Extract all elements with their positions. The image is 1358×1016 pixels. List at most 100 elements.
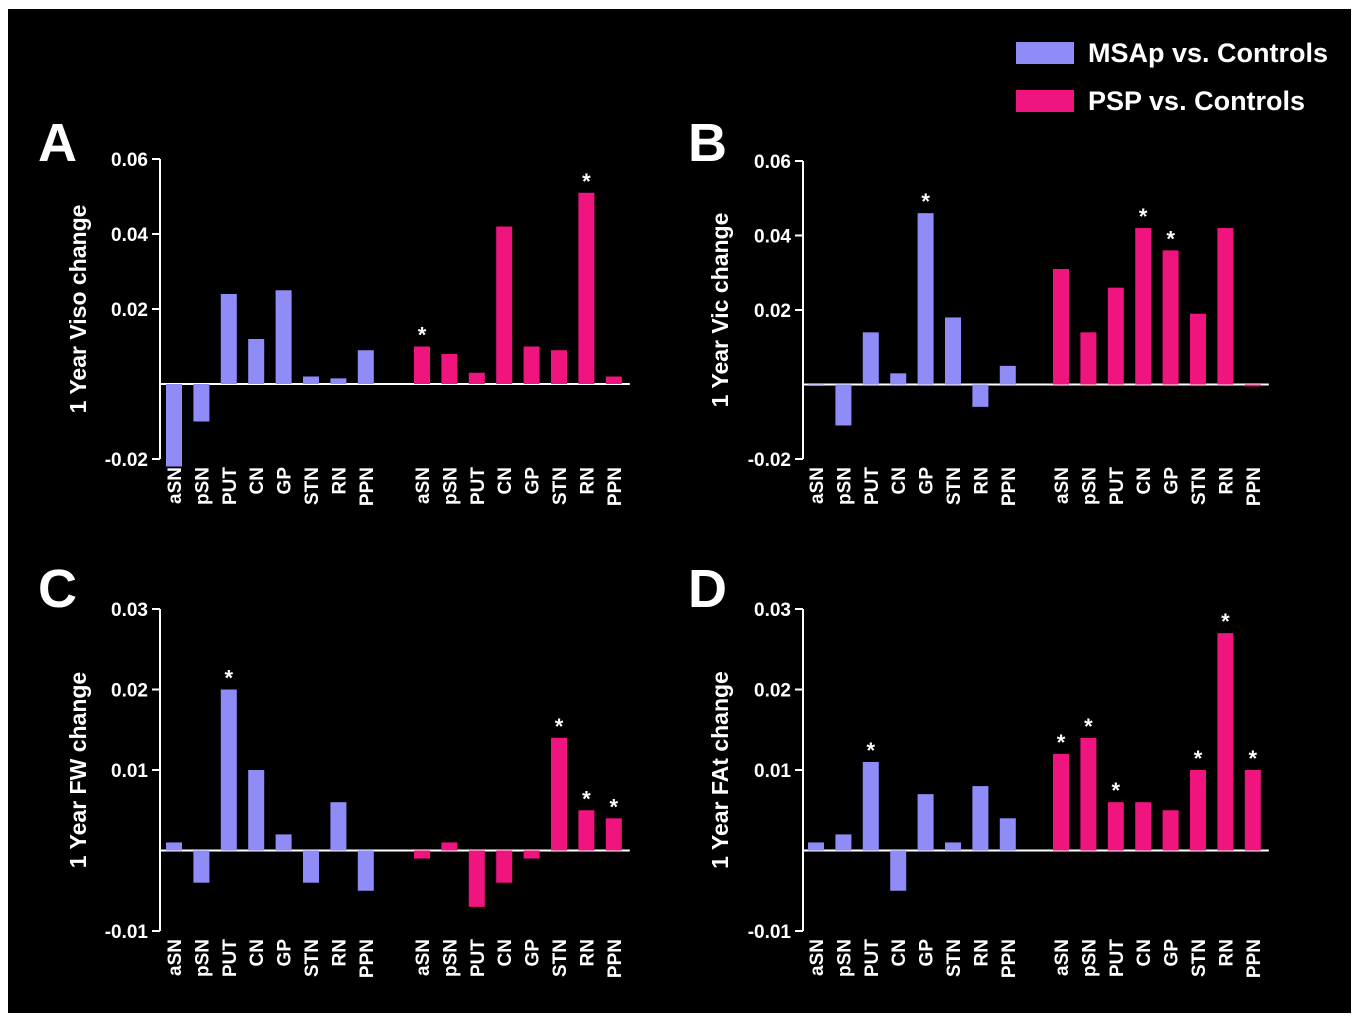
x-tick-label: CN: [889, 939, 910, 966]
x-tick-label: PPN: [605, 467, 626, 506]
bar-asn-series-1: [808, 384, 824, 386]
x-tick-label: PUT: [220, 467, 241, 505]
x-tick-label: pSN: [834, 467, 855, 505]
significance-marker: *: [582, 786, 591, 811]
bar-stn-series-1: [945, 842, 961, 851]
panel-letter-d: D: [688, 559, 727, 619]
panel-d: D -0.01 0.01 0.02 0.03 1 Year FAt change aSN pS…: [688, 559, 1269, 978]
bar-gp-series-2: [1162, 250, 1179, 385]
significance-marker: *: [1221, 609, 1230, 634]
bar-ppn-series-1: [357, 850, 374, 891]
x-tick-label: STN: [550, 939, 571, 977]
significance-marker: *: [555, 714, 564, 739]
bar-ppn-series-2: [605, 818, 622, 851]
x-tick-label: GP: [275, 467, 296, 495]
bar-stn-series-2: [1190, 770, 1206, 851]
legend-label-1: MSAp vs. Controls: [1088, 38, 1328, 68]
y-axis-label: 1 Year FAt change: [707, 671, 733, 869]
bar-stn-series-1: [945, 317, 961, 385]
x-tick-label: PUT: [468, 939, 489, 977]
significance-marker: *: [610, 794, 619, 819]
x-tick-label: aSN: [1052, 939, 1073, 976]
x-tick-label: PUT: [1107, 939, 1128, 977]
panel-letter-b: B: [688, 113, 727, 173]
y-tick-label: 0.02: [754, 301, 791, 322]
y-tick-label: 0.06: [111, 150, 148, 171]
bar-put-series-2: [1107, 802, 1124, 851]
bar-gp-series-2: [1162, 810, 1179, 851]
y-tick-label: 0.03: [111, 600, 148, 621]
bar-stn-series-2: [551, 737, 567, 851]
bar-rn-series-2: [578, 192, 595, 384]
bar-ppn-series-1: [999, 818, 1016, 851]
x-tick-label: CN: [247, 939, 268, 966]
x-tick-label: RN: [971, 939, 992, 966]
bar-rn-series-1: [330, 378, 347, 384]
legend-label-2: PSP vs. Controls: [1088, 86, 1305, 116]
bar-cn-series-2: [496, 850, 513, 883]
bar-cn-series-1: [890, 373, 907, 385]
x-tick-label: PUT: [468, 467, 489, 505]
x-tick-label: aSN: [807, 939, 828, 976]
x-tick-label: CN: [495, 939, 516, 966]
y-tick-label: 0.02: [111, 300, 148, 321]
bar-rn-series-2: [578, 810, 595, 851]
y-tick-label: 0.01: [754, 761, 791, 782]
x-tick-label: aSN: [1052, 467, 1073, 504]
x-tick-label: aSN: [165, 939, 186, 976]
bar-asn-series-1: [808, 842, 824, 851]
bar-put-series-1: [862, 761, 879, 851]
bar-rn-series-1: [330, 802, 347, 851]
x-tick-label: GP: [275, 939, 296, 967]
y-tick-label: 0.01: [111, 761, 148, 782]
legend-swatch-2: [1016, 90, 1074, 112]
y-axis-label: 1 Year Vic change: [707, 213, 733, 408]
bar-ppn-series-2: [1244, 384, 1261, 387]
x-tick-label: PUT: [862, 939, 883, 977]
y-tick-label: -0.02: [105, 450, 148, 471]
significance-marker: *: [582, 169, 591, 194]
x-tick-label: PPN: [1244, 467, 1265, 506]
x-tick-label: RN: [971, 467, 992, 494]
x-tick-label: RN: [577, 467, 598, 494]
bar-ppn-series-1: [357, 350, 374, 384]
panel-c: C -0.01 0.01 0.02 0.03 1 Year FW change aSN pSN…: [38, 559, 630, 978]
bar-put-series-1: [220, 689, 237, 851]
x-tick-label: GP: [523, 939, 544, 967]
bar-asn-series-1: [166, 384, 182, 467]
bar-gp-series-2: [523, 346, 540, 384]
bar-stn-series-1: [303, 850, 319, 883]
bar-cn-series-2: [496, 226, 513, 384]
x-tick-label: RN: [329, 467, 350, 494]
x-tick-label: STN: [302, 939, 323, 977]
bar-asn-series-2: [1053, 269, 1069, 385]
bar-cn-series-2: [1135, 802, 1152, 851]
significance-marker: *: [921, 189, 930, 214]
bar-gp-series-1: [917, 794, 934, 851]
bar-psn-series-1: [193, 384, 210, 422]
x-tick-label: PPN: [357, 939, 378, 978]
panel-a: A -0.02 0.02 0.04 0.06 1 Year Viso change aSN p…: [38, 113, 630, 506]
x-tick-label: PPN: [999, 939, 1020, 978]
x-tick-label: RN: [329, 939, 350, 966]
x-tick-label: STN: [944, 467, 965, 505]
bar-cn-series-1: [248, 770, 265, 851]
panel-b: B -0.02 0.02 0.04 0.06 1 Year Vic change aSN pS…: [688, 113, 1269, 506]
x-tick-label: PPN: [357, 467, 378, 506]
x-tick-label: pSN: [1079, 939, 1100, 977]
x-tick-label: CN: [495, 467, 516, 494]
bar-stn-series-2: [551, 350, 567, 384]
figure-svg: MSAp vs. Controls PSP vs. Controls A -0.02 0…: [38, 38, 1328, 978]
bar-stn-series-1: [303, 376, 319, 384]
x-tick-label: pSN: [440, 939, 461, 977]
y-tick-label: 0.06: [754, 152, 791, 173]
significance-marker: *: [418, 323, 427, 348]
y-tick-label: 0.04: [111, 225, 148, 246]
panel-letter-c: C: [38, 559, 77, 619]
significance-marker: *: [1194, 746, 1203, 771]
x-tick-label: RN: [1216, 467, 1237, 494]
bar-ppn-series-1: [999, 365, 1016, 385]
y-tick-label: 0.02: [754, 681, 791, 702]
x-tick-label: GP: [1162, 939, 1183, 967]
significance-marker: *: [1166, 226, 1175, 251]
